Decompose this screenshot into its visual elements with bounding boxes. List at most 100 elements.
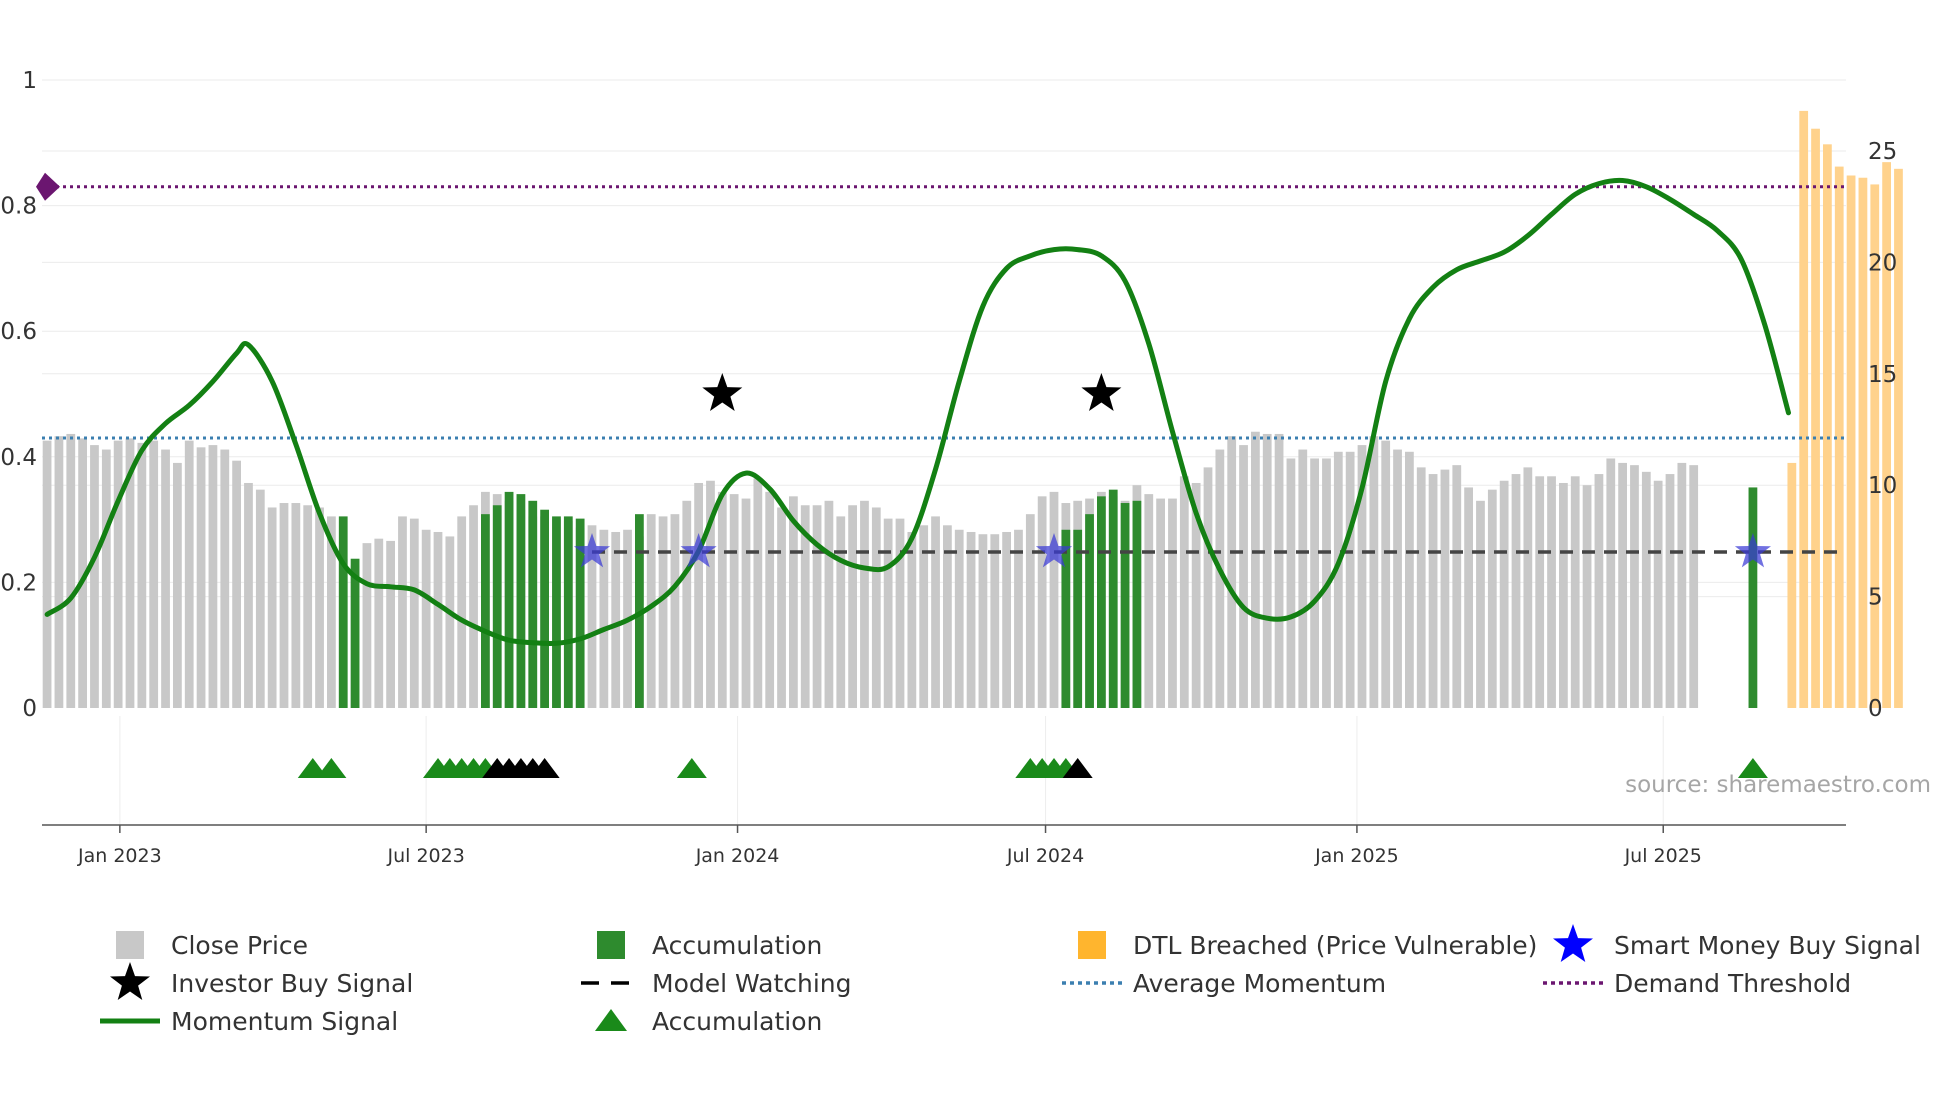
legend-item-smart: Smart Money Buy Signal xyxy=(1553,924,1921,962)
close-price-bar xyxy=(895,518,905,708)
dtl-breached-bar xyxy=(1834,166,1844,708)
close-price-bar xyxy=(729,494,739,708)
close-price-bar xyxy=(1002,531,1011,708)
legend: Close Price Accumulation DTL Breached (Pri… xyxy=(100,924,1921,1036)
investor-buy-signal xyxy=(702,373,743,411)
close-price-bar xyxy=(42,440,52,708)
right-tick-label: 25 xyxy=(1868,139,1897,165)
signal-markers xyxy=(573,373,1771,568)
dtl-breached-bar xyxy=(1823,144,1832,709)
accumulation-bar xyxy=(552,516,561,708)
close-price-bar xyxy=(824,500,834,708)
close-price-bar xyxy=(860,500,869,708)
close-price-bar xyxy=(1369,436,1379,708)
close-price-bar xyxy=(54,436,64,708)
legend-swatch-close-price xyxy=(116,931,144,959)
accumulation-triangles xyxy=(297,758,1768,778)
accumulation-bar xyxy=(504,491,514,708)
right-tick-label: 15 xyxy=(1868,362,1897,388)
legend-label: Smart Money Buy Signal xyxy=(1614,931,1921,960)
accumulation-bar xyxy=(1748,487,1758,708)
close-price-bar xyxy=(812,505,822,708)
legend-item-dtl: DTL Breached (Price Vulnerable) xyxy=(1078,931,1537,960)
right-tick-label: 0 xyxy=(1868,696,1883,722)
close-price-bar xyxy=(931,516,940,708)
close-price-bar xyxy=(362,543,372,708)
left-tick-label: 0 xyxy=(22,696,37,722)
close-price-bar xyxy=(1440,469,1450,708)
dtl-breached-bar xyxy=(1894,168,1903,709)
legend-label: Momentum Signal xyxy=(171,1007,398,1036)
accumulation-bar xyxy=(1097,496,1106,708)
legend-item-avg: Average Momentum xyxy=(1062,969,1386,998)
close-price-bar xyxy=(220,449,230,708)
accumulation-triangle xyxy=(316,758,347,778)
close-price-bar xyxy=(101,449,111,708)
legend-item-model: Model Watching xyxy=(581,969,852,998)
momentum-layer xyxy=(44,177,1791,647)
close-price-bar xyxy=(1476,500,1485,708)
close-price-bar xyxy=(1606,458,1616,708)
close-price-bar xyxy=(1310,458,1319,708)
legend-label: Demand Threshold xyxy=(1614,969,1851,998)
close-price-bar xyxy=(1665,474,1675,708)
close-price-bar xyxy=(741,498,751,708)
close-price-bar xyxy=(919,525,929,708)
accumulation-triangle-black xyxy=(1062,758,1093,778)
close-price-bar xyxy=(1144,494,1154,708)
dtl-breached-bar xyxy=(1799,110,1809,708)
legend-label: Model Watching xyxy=(652,969,852,998)
right-tick-label: 10 xyxy=(1868,473,1897,499)
close-price-bar xyxy=(1405,451,1414,708)
accumulation-triangle-black xyxy=(529,758,560,778)
close-price-bar xyxy=(1677,462,1687,708)
demand-threshold-marker xyxy=(36,172,60,201)
close-price-bar xyxy=(1179,476,1189,708)
left-tick-label: 0.8 xyxy=(0,194,37,220)
close-price-bar xyxy=(966,531,976,708)
close-price-bar xyxy=(1191,482,1201,708)
close-price-bar xyxy=(66,433,76,708)
accumulation-bar xyxy=(1085,514,1094,708)
accumulation-bar xyxy=(528,500,538,708)
close-price-bar xyxy=(161,449,170,708)
close-price-bar xyxy=(457,516,467,708)
close-price-bar xyxy=(1168,498,1177,708)
close-price-bar xyxy=(789,496,798,708)
close-price-bar xyxy=(1286,458,1296,708)
close-price-bar xyxy=(1345,451,1355,708)
close-price-bar xyxy=(907,531,917,708)
price-bars xyxy=(42,110,1903,709)
close-price-bar xyxy=(149,440,159,708)
close-price-bar xyxy=(386,540,395,708)
smart-money-buy-signal xyxy=(1734,533,1771,568)
reference-lines xyxy=(36,172,1846,554)
legend-item-tri: Accumulation xyxy=(595,1007,822,1036)
close-price-bar xyxy=(1570,476,1580,708)
close-price-bar xyxy=(717,491,727,708)
close-price-bar xyxy=(646,514,656,708)
close-price-bar xyxy=(658,516,668,708)
accumulation-bar xyxy=(516,494,526,708)
left-tick-label: 1 xyxy=(22,68,37,94)
close-price-bar xyxy=(990,534,1000,708)
close-price-bar xyxy=(694,482,703,708)
close-price-bar xyxy=(1203,467,1213,708)
smart-money-buy-signal xyxy=(680,533,717,568)
investor-buy-signal xyxy=(1081,373,1122,411)
close-price-bar xyxy=(267,507,277,708)
close-price-bar xyxy=(90,445,99,708)
legend-item-inv: Investor Buy Signal xyxy=(110,962,413,1000)
x-tick-label: Jan 2025 xyxy=(1314,845,1399,867)
close-price-bar xyxy=(1464,487,1473,708)
close-price-bar xyxy=(1014,529,1023,708)
close-price-bar xyxy=(1298,449,1308,708)
close-price-bar xyxy=(421,529,431,708)
left-tick-label: 0.4 xyxy=(0,445,37,471)
close-price-bar xyxy=(1547,476,1556,708)
legend-label: Average Momentum xyxy=(1133,969,1386,998)
accumulation-bar xyxy=(1073,529,1083,708)
x-tick-label: Jan 2024 xyxy=(695,845,780,867)
close-price-bar xyxy=(1262,433,1272,708)
accumulation-triangle xyxy=(1737,758,1768,778)
